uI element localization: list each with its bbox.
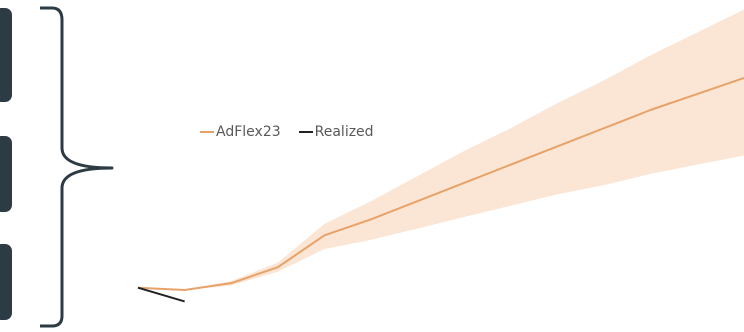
left-panel-box-top (0, 8, 12, 102)
legend-label-realized: Realized (314, 124, 374, 140)
left-panel-box-middle (0, 136, 12, 212)
legend-swatch-adflex23 (200, 131, 214, 133)
forecast-confidence-band (138, 9, 744, 291)
series-line-realized (137, 286, 185, 303)
legend-item-realized: Realized (298, 124, 374, 140)
chart-legend: AdFlex23 Realized (200, 124, 392, 140)
legend-swatch-realized (298, 131, 313, 133)
series-line-adflex23 (137, 77, 744, 291)
plot-area (137, 9, 744, 303)
curly-brace (40, 6, 114, 328)
legend-label-adflex23: AdFlex23 (216, 124, 281, 140)
legend-item-adflex23: AdFlex23 (200, 124, 281, 140)
left-panel-box-bottom (0, 244, 12, 320)
